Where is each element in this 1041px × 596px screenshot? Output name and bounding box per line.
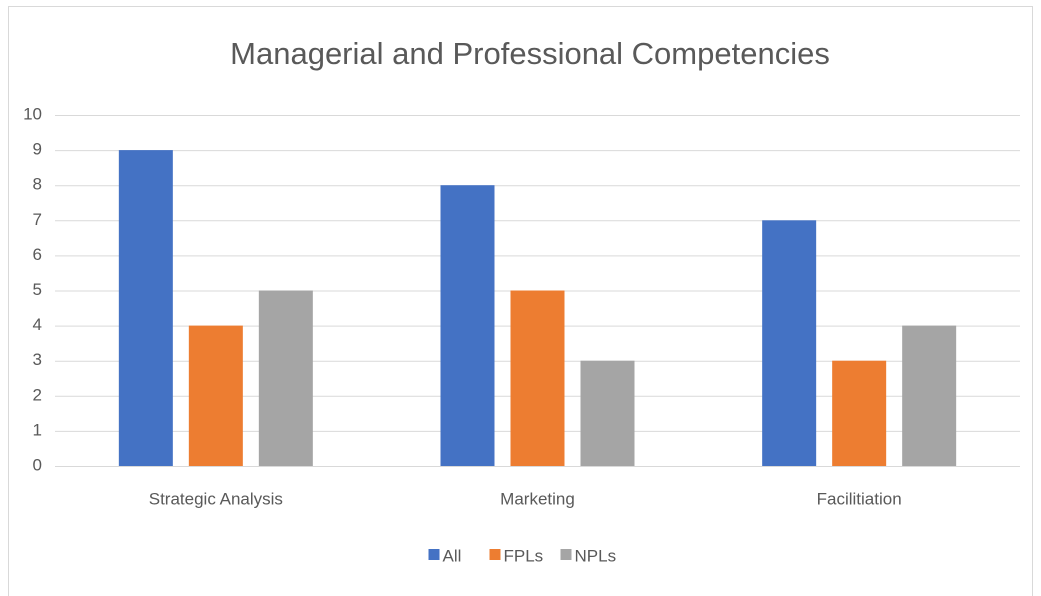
bar bbox=[258, 290, 313, 466]
bar bbox=[510, 290, 565, 466]
y-tick-label: 6 bbox=[33, 245, 42, 264]
bar bbox=[440, 185, 495, 466]
y-tick-label: 5 bbox=[33, 280, 42, 299]
bar bbox=[762, 220, 817, 466]
legend-label: All bbox=[443, 546, 462, 565]
bar bbox=[118, 150, 173, 466]
y-tick-label: 1 bbox=[33, 420, 42, 439]
y-tick-label: 10 bbox=[23, 104, 42, 123]
y-tick-label: 8 bbox=[33, 175, 42, 194]
y-tick-label: 2 bbox=[33, 385, 42, 404]
y-tick-label: 0 bbox=[33, 455, 42, 474]
x-tick-label: Facilitiation bbox=[817, 489, 902, 508]
y-tick-label: 4 bbox=[33, 315, 42, 334]
legend-label: NPLs bbox=[575, 546, 617, 565]
legend-swatch bbox=[489, 549, 501, 560]
legend-swatch bbox=[428, 549, 440, 560]
bar bbox=[580, 360, 635, 466]
chart-title: Managerial and Professional Competencies bbox=[230, 36, 830, 71]
x-tick-label: Marketing bbox=[500, 489, 575, 508]
y-tick-label: 7 bbox=[33, 210, 42, 229]
y-tick-label: 9 bbox=[33, 140, 42, 159]
bar bbox=[832, 360, 887, 466]
legend-label: FPLs bbox=[504, 546, 544, 565]
y-tick-label: 3 bbox=[33, 350, 42, 369]
bar bbox=[188, 325, 243, 466]
legend-swatch bbox=[560, 549, 572, 560]
x-tick-label: Strategic Analysis bbox=[149, 489, 283, 508]
bar bbox=[902, 325, 957, 466]
